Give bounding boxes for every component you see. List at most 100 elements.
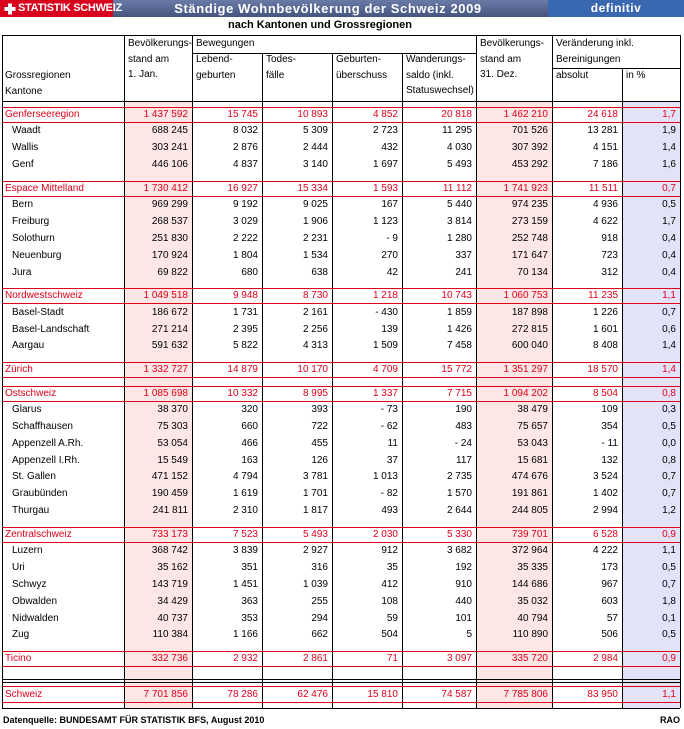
- cell-value: 6 528: [592, 528, 618, 540]
- cell-value: 1 730 412: [143, 182, 189, 194]
- cell-value: 167: [381, 199, 398, 211]
- cell-value: 83 950: [587, 688, 618, 700]
- cell-value: 14 879: [227, 364, 258, 376]
- cell-value: 59: [386, 612, 398, 624]
- cell-value: 15 772: [441, 364, 472, 376]
- cell-value: 2 932: [232, 653, 258, 665]
- source: Datenquelle: BUNDESAMT FÜR STATISTIK BFS…: [3, 715, 265, 725]
- cell-value: 0,8: [662, 454, 676, 466]
- cell-value: 192: [455, 562, 472, 574]
- cell-value: 1 123: [372, 216, 398, 228]
- cell-value: 3 814: [446, 216, 472, 228]
- cell-value: 70 134: [517, 266, 548, 278]
- cell-value: 2 444: [302, 142, 328, 154]
- cell-value: 638: [311, 266, 328, 278]
- cell-value: 1 741 923: [503, 182, 549, 194]
- cell-value: 354: [601, 421, 618, 432]
- column-line: [124, 35, 125, 708]
- cell-value: 0,4: [662, 266, 676, 278]
- cell-value: 57: [606, 612, 618, 624]
- cell-value: - 9: [386, 232, 398, 244]
- canton-name: Waadt: [12, 125, 41, 137]
- cell-value: 1,6: [662, 159, 676, 170]
- cell-value: 37: [386, 454, 398, 466]
- cell-value: 1 701: [302, 488, 328, 500]
- canton-name: Freiburg: [12, 216, 50, 228]
- cell-value: 38 370: [157, 404, 188, 416]
- column-header: absolut: [556, 70, 589, 81]
- cell-value: 722: [311, 421, 328, 432]
- cell-value: 1 859: [446, 306, 472, 318]
- cell-value: 15 549: [157, 454, 188, 466]
- column-header: Grossregionen: [5, 70, 71, 81]
- logo-box: STATISTIK SCHWEIZ: [0, 0, 122, 17]
- cell-value: 241: [455, 266, 472, 278]
- cell-value: 1 534: [302, 249, 328, 261]
- cell-value: - 82: [380, 488, 398, 500]
- canton-name: Schwyz: [12, 578, 47, 590]
- cell-value: 3 097: [446, 653, 472, 665]
- cell-value: 1 817: [302, 505, 328, 516]
- cell-value: 110 384: [152, 629, 188, 641]
- cell-value: 600 040: [511, 340, 548, 352]
- cell-value: 483: [455, 421, 472, 432]
- cell-value: 272 815: [511, 323, 548, 335]
- cell-value: 3 029: [232, 216, 258, 228]
- cell-value: 1 049 518: [143, 290, 189, 302]
- column-line: [332, 53, 333, 708]
- cell-value: 3 839: [232, 545, 258, 557]
- cell-value: 11 295: [442, 125, 472, 137]
- cell-value: 9 192: [232, 199, 258, 211]
- canton-name: Obwalden: [12, 595, 58, 607]
- cell-value: 603: [601, 595, 618, 607]
- cell-value: 312: [601, 266, 618, 278]
- cell-value: 2 231: [302, 232, 328, 244]
- cell-value: 270: [381, 249, 398, 261]
- cell-value: 143 719: [151, 578, 188, 590]
- cell-value: 8 730: [302, 290, 328, 302]
- cell-value: 2 927: [302, 545, 328, 557]
- cell-value: 0,8: [662, 387, 676, 399]
- cell-value: 7 701 856: [143, 688, 189, 700]
- cell-value: 912: [381, 545, 398, 557]
- cell-value: 2 161: [302, 306, 328, 318]
- cell-value: 9 948: [232, 290, 258, 302]
- cell-value: 1 509: [372, 340, 398, 352]
- column-header: 1. Jan.: [128, 69, 159, 80]
- cell-value: 662: [311, 629, 328, 641]
- cell-value: 1 218: [372, 290, 398, 302]
- canton-name: Jura: [12, 266, 32, 278]
- cell-value: 739 701: [511, 528, 548, 540]
- cell-value: 591 632: [151, 340, 188, 352]
- canton-name: Zug: [12, 629, 30, 641]
- cell-value: 504: [381, 629, 398, 641]
- cell-value: 108: [381, 595, 398, 607]
- cell-value: 1 804: [232, 249, 258, 261]
- region-row-border: [2, 526, 680, 543]
- header-line: [192, 53, 476, 54]
- cell-value: 680: [241, 266, 258, 278]
- cell-value: 1,4: [662, 364, 676, 376]
- cell-value: 1 094 202: [503, 387, 549, 399]
- column-line: [680, 35, 681, 708]
- cell-value: 2 876: [232, 142, 258, 154]
- column-header: Wanderungs-: [406, 54, 466, 65]
- cell-value: 241 811: [152, 505, 188, 516]
- canton-name: Uri: [12, 562, 25, 574]
- cell-value: - 24: [454, 437, 472, 449]
- column-header: stand am: [480, 53, 522, 65]
- canton-name: Nidwalden: [12, 612, 59, 624]
- cell-value: 701 526: [511, 125, 548, 137]
- cell-value: 11 112: [442, 182, 472, 194]
- column-header: Kantone: [5, 85, 43, 97]
- region-name: Ostschweiz: [5, 387, 57, 399]
- cell-value: 4 313: [302, 340, 328, 352]
- cell-value: 353: [241, 612, 258, 624]
- cell-value: 393: [311, 404, 328, 416]
- cell-value: 432: [381, 142, 398, 154]
- column-header: geburten: [196, 69, 236, 81]
- column-header: in %: [626, 70, 646, 81]
- cell-value: 191 861: [511, 488, 548, 500]
- cell-value: 251 830: [151, 232, 188, 244]
- cell-value: 1 570: [446, 488, 472, 500]
